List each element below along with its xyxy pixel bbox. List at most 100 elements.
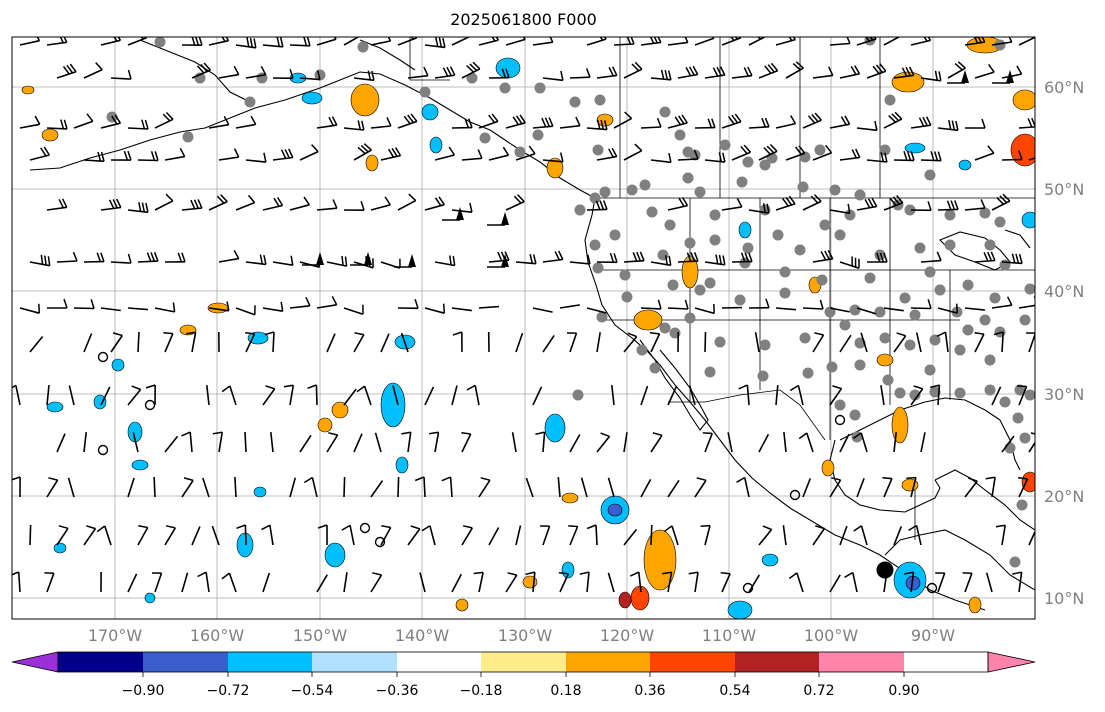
barb-feather [922, 116, 928, 127]
wind-barb-icon [218, 65, 240, 79]
wind-barb-icon [910, 299, 932, 310]
wind-barb-icon [478, 113, 499, 129]
wind-barb-icon [991, 193, 1011, 211]
barb-feather [718, 254, 722, 265]
wind-barb-icon [181, 431, 193, 453]
wind-barb-icon [164, 147, 186, 161]
station-dot-icon [797, 181, 809, 193]
station-dot-icon [962, 324, 974, 336]
station-dot-icon [999, 396, 1011, 408]
wind-barb-icon [137, 525, 149, 546]
contour-blob [1021, 211, 1035, 229]
wind-barb-icon [613, 37, 635, 46]
barb-feather [63, 298, 68, 309]
barb-staff [910, 124, 931, 129]
barb-feather [60, 119, 65, 130]
wind-barb-icon [46, 198, 68, 211]
wind-barb-icon [883, 572, 888, 593]
wind-barb-icon [812, 144, 833, 161]
wind-barb-icon [542, 334, 555, 353]
wind-barb-icon [694, 477, 707, 498]
wind-barb-icon [245, 332, 256, 353]
barb-staff [947, 67, 966, 79]
wind-barb-icon [829, 37, 851, 46]
station-dot-icon [816, 274, 828, 286]
barb-feather [331, 296, 338, 306]
barb-feather [983, 252, 989, 262]
wind-barb-icon [451, 573, 463, 593]
wind-barb-icon [775, 37, 796, 46]
wind-barb-icon [505, 114, 526, 129]
barb-staff [326, 261, 347, 267]
barb-feather [981, 37, 986, 43]
wind-barb-icon [419, 572, 426, 593]
contour-blob [247, 331, 269, 345]
barb-staff [289, 305, 310, 309]
station-dot-icon [569, 96, 581, 108]
wind-barb-icon [397, 193, 417, 211]
wind-barb-icon [782, 525, 787, 546]
wind-barb-icon [46, 477, 59, 498]
barb-feather [464, 30, 471, 37]
barb-staff [83, 528, 97, 546]
barb-feather [36, 37, 41, 42]
barb-feather [840, 116, 847, 126]
wind-barb-icon [424, 386, 435, 406]
barb-staff [915, 525, 922, 546]
station-dot-icon [904, 204, 916, 216]
barb-staff [407, 528, 421, 546]
barb-feather [449, 255, 452, 266]
barb-feather [12, 571, 19, 576]
wind-barb-icon [264, 331, 275, 353]
wind-barb-icon [962, 572, 973, 593]
barb-feather [387, 37, 392, 42]
barb-staff [262, 44, 283, 48]
barb-staff [783, 432, 787, 453]
wind-barb-icon [557, 477, 561, 498]
barb-staff [937, 572, 946, 593]
barb-staff [991, 386, 1002, 406]
barb-feather [999, 195, 1008, 204]
barb-feather [48, 477, 58, 481]
barb-staff [586, 127, 607, 131]
wind-barb-icon [1001, 150, 1023, 161]
barb-feather [688, 571, 699, 575]
wind-barb-icon [1001, 253, 1023, 265]
station-dot-icon [1009, 556, 1021, 568]
barb-feather [97, 151, 102, 162]
barb-staff [189, 432, 193, 453]
barb-feather [872, 65, 880, 75]
station-dot-icon [899, 292, 911, 304]
barb-feather [927, 201, 932, 211]
station-dot-icon [839, 319, 851, 331]
barb-staff [910, 39, 931, 46]
station-dot-icon [1016, 499, 1028, 511]
barb-feather [785, 196, 793, 206]
barb-feather [90, 299, 95, 309]
wind-barb-icon [401, 431, 412, 453]
barb-staff [650, 261, 671, 267]
barb-feather [1018, 477, 1028, 480]
barb-feather [265, 385, 275, 390]
barb-staff [262, 388, 276, 406]
barb-staff [269, 525, 274, 546]
colorbar-segment [58, 652, 143, 672]
station-dot-icon [834, 229, 846, 241]
barb-staff [812, 74, 833, 79]
barb-feather [925, 116, 932, 126]
barb-staff [316, 304, 337, 309]
barb-feather [874, 120, 878, 131]
colorbar-tick-label: 0.36 [634, 683, 666, 699]
station-dot-icon [779, 266, 791, 278]
barb-staff [839, 433, 850, 453]
barb-feather [225, 37, 230, 42]
station-dot-icon [719, 139, 731, 151]
barb-feather [626, 37, 632, 45]
wind-barb-icon [893, 526, 903, 546]
wind-barb-icon [380, 147, 402, 161]
wind-barb-icon [289, 37, 311, 47]
wind-barb-icon [883, 111, 903, 129]
barb-feather [846, 37, 851, 44]
barb-staff [796, 572, 804, 593]
station-dot-icon [357, 41, 369, 53]
